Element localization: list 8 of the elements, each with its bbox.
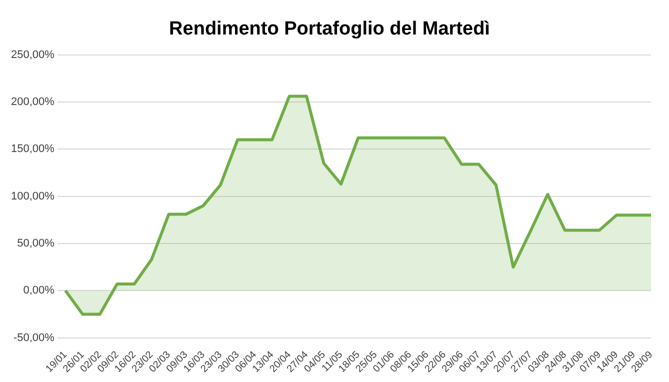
y-tick-label: 100,00% — [10, 190, 55, 202]
y-tick-label: 150,00% — [10, 143, 55, 156]
chart-title: Rendimento Portafoglio del Martedì — [169, 18, 490, 40]
y-tick-label: 250,00% — [10, 48, 55, 61]
y-tick-label: 200,00% — [10, 96, 55, 108]
y-tick-label: -50,00% — [13, 332, 55, 344]
y-tick-label: 0,00% — [23, 284, 55, 297]
y-tick-label: 50,00% — [17, 238, 55, 250]
